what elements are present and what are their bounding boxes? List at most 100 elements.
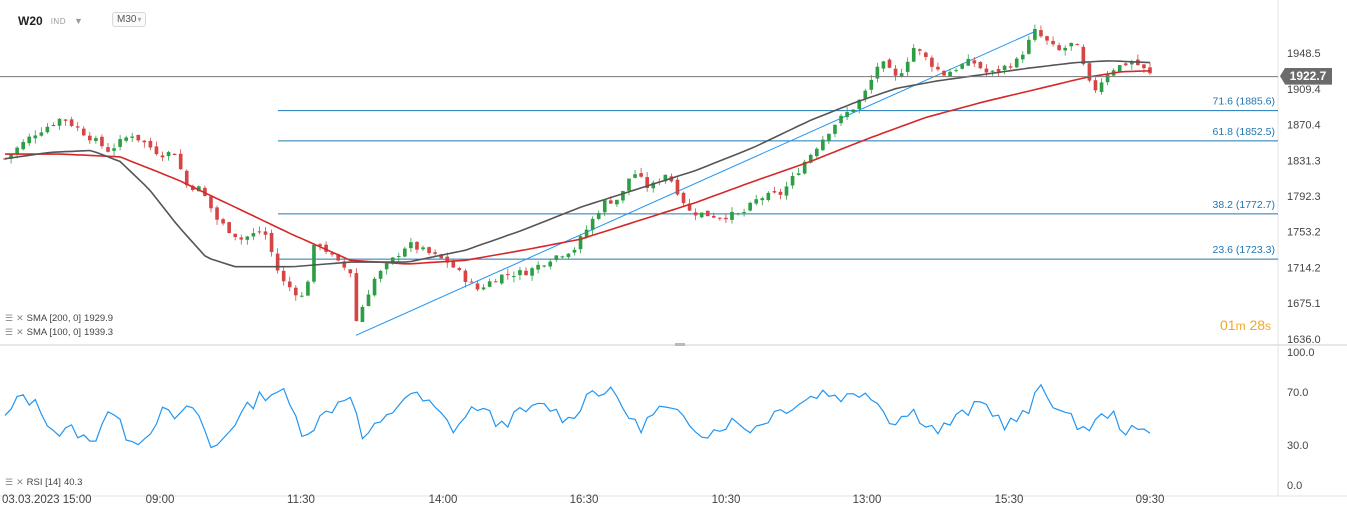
candle-body: [518, 270, 522, 276]
chevron-down-icon[interactable]: ▼: [73, 16, 83, 26]
candle-body: [306, 281, 310, 296]
candle-body: [336, 254, 341, 261]
candle-body: [996, 69, 1001, 72]
timer-seconds: 28: [1249, 317, 1266, 333]
candle-body: [451, 261, 456, 268]
candle-body: [627, 178, 631, 191]
time-tick-label: 03.03.2023 15:00: [2, 494, 92, 506]
price-tick-label: 1636.0: [1287, 334, 1321, 346]
candle-body: [257, 231, 262, 233]
candle-body: [300, 295, 304, 297]
candle-body: [954, 70, 958, 72]
candle-body: [917, 49, 922, 51]
candle-body: [1148, 67, 1152, 74]
candle-body: [190, 185, 195, 191]
candle-body: [184, 170, 189, 186]
candle-body: [227, 222, 231, 233]
candle-body: [366, 294, 371, 307]
candle-body: [433, 252, 437, 254]
candle-body: [1093, 80, 1098, 91]
candle-body: [439, 254, 444, 259]
candle-body: [75, 126, 80, 128]
candle-body: [330, 252, 334, 255]
candle-body: [724, 217, 728, 220]
candle-body: [342, 261, 347, 268]
candle-body: [572, 249, 577, 253]
candle-body: [881, 61, 886, 69]
close-icon[interactable]: ✕: [16, 477, 24, 487]
candle-body: [487, 281, 492, 287]
candle-body: [390, 257, 395, 264]
candle-body: [27, 136, 32, 144]
legend-sma200[interactable]: ☰ ✕ SMA [200, 0] 1929.9: [5, 313, 113, 324]
candle-body: [633, 174, 637, 178]
trendline[interactable]: [355, 31, 1036, 336]
candle-body: [475, 283, 480, 290]
candle-body: [736, 213, 740, 215]
candle-body: [118, 139, 122, 147]
grid: [0, 0, 1347, 497]
candle-body: [154, 146, 159, 155]
candle-body: [1099, 82, 1104, 93]
candle-body: [839, 115, 843, 124]
panel-resize-handle[interactable]: [675, 343, 685, 346]
candle-body: [936, 66, 940, 70]
candle-body: [293, 287, 298, 296]
candle-body: [1075, 44, 1080, 46]
list-icon[interactable]: ☰: [5, 327, 14, 337]
candle-body: [827, 133, 831, 141]
rsi-label: RSI [14]: [26, 477, 61, 488]
symbol-label[interactable]: W20: [18, 14, 43, 28]
candle-body: [596, 212, 601, 219]
candle-body: [372, 278, 377, 296]
candle-body: [87, 135, 92, 141]
candle-body: [409, 242, 413, 249]
candle-body: [15, 147, 19, 155]
candle-body: [1014, 58, 1019, 68]
candle-body: [499, 274, 504, 284]
candle-body: [833, 124, 837, 134]
candle-body: [69, 119, 74, 126]
fibonacci-levels[interactable]: 71.6 (1885.6) 61.8 (1852.5) 38.2 (1772.7) 2…: [278, 96, 1278, 260]
candle-body: [287, 281, 292, 288]
candle-body: [427, 247, 431, 254]
candle-body: [1069, 42, 1074, 47]
candle-body: [639, 173, 643, 177]
list-icon[interactable]: ☰: [5, 477, 14, 487]
trendline-line: [355, 31, 1036, 336]
close-icon[interactable]: ✕: [16, 313, 24, 323]
timer-minutes: 01: [1220, 317, 1236, 333]
price-tick-label: 1870.4: [1287, 119, 1321, 131]
candle-body: [1063, 47, 1068, 51]
list-icon[interactable]: ☰: [5, 313, 14, 323]
sma100-line: [4, 60, 1151, 268]
candle-body: [802, 161, 807, 174]
time-axis: 03.03.2023 15:00 09:00 11:30 14:00 16:30 10:3…: [2, 494, 1164, 506]
fib-level-label: 61.8 (1852.5): [1213, 126, 1275, 138]
close-icon[interactable]: ✕: [16, 327, 24, 337]
price-axis: 1948.5 1909.4 1870.4 1831.3 1792.3 1753.2 1714…: [1287, 48, 1321, 346]
candle-body: [245, 236, 250, 240]
price-tick-label: 1909.4: [1287, 84, 1321, 96]
candle-body: [51, 124, 56, 126]
candle-body: [948, 71, 952, 77]
candle-body: [754, 199, 759, 204]
price-tick-label: 1714.2: [1287, 262, 1321, 274]
candle-body: [197, 186, 201, 192]
candle-body: [1020, 54, 1025, 60]
legend-sma100[interactable]: ☰ ✕ SMA [100, 0] 1939.3: [5, 327, 113, 338]
candle-body: [966, 58, 971, 66]
candle-body: [100, 136, 104, 147]
candle-body: [160, 155, 165, 158]
legend-rsi[interactable]: ☰ ✕ RSI [14] 40.3: [5, 477, 82, 488]
timeframe-selector[interactable]: M30▾: [112, 12, 147, 27]
candle-body: [730, 211, 734, 220]
exchange-label: IND: [50, 16, 66, 26]
candle-body: [178, 153, 183, 170]
time-tick-label: 16:30: [570, 494, 599, 506]
candle-body: [808, 154, 813, 163]
candle-body: [578, 236, 583, 250]
candle-body: [609, 200, 613, 204]
candle-body: [421, 247, 425, 250]
